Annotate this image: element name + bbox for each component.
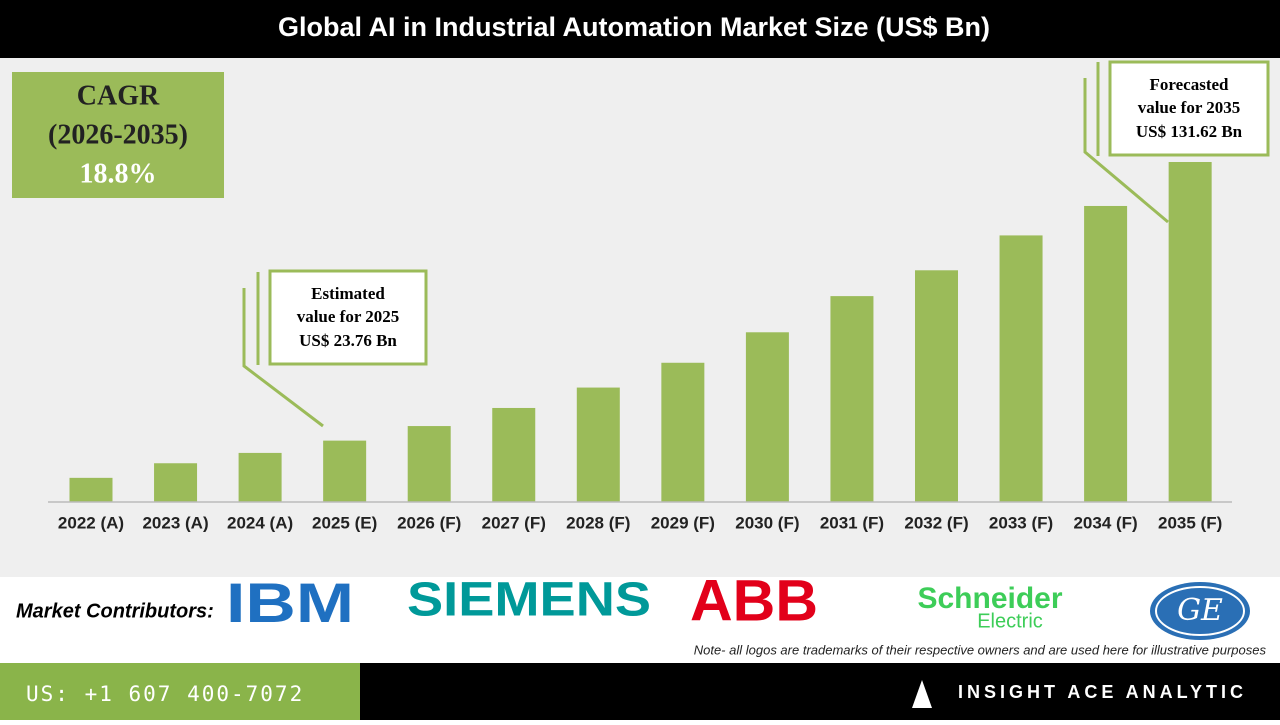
x-tick-label: 2027 (F) xyxy=(482,513,546,532)
bar xyxy=(661,362,705,502)
x-tick-label: 2032 (F) xyxy=(904,513,968,532)
callout-box xyxy=(268,269,428,366)
x-tick-label: 2033 (F) xyxy=(989,513,1053,532)
brand-icon xyxy=(912,680,932,708)
x-tick-label: 2034 (F) xyxy=(1073,513,1137,532)
contributors-label: Market Contributors: xyxy=(16,600,214,622)
logo-siemens: SIEMENS xyxy=(407,574,651,627)
callout-text: Estimated xyxy=(311,284,385,303)
cagr-box xyxy=(12,72,224,198)
x-tick-label: 2022 (A) xyxy=(58,513,124,532)
callout-text: US$ 23.76 Bn xyxy=(299,331,397,350)
x-tick-label: 2030 (F) xyxy=(735,513,799,532)
logo-ge: GE xyxy=(1177,593,1223,628)
note: Note- all logos are trademarks of their … xyxy=(694,642,1267,657)
bar xyxy=(238,452,282,502)
callout-text: US$ 131.62 Bn xyxy=(1136,122,1243,141)
x-tick-label: 2035 (F) xyxy=(1158,513,1222,532)
logo-schneider: Schneider xyxy=(917,582,1062,615)
bar xyxy=(1168,162,1212,502)
bar xyxy=(576,387,620,502)
brand: INSIGHT ACE ANALYTIC xyxy=(958,682,1247,702)
phone-box xyxy=(0,663,360,720)
bar xyxy=(999,235,1043,502)
logo-ibm: IBM xyxy=(226,571,354,634)
bar xyxy=(830,296,874,502)
bar xyxy=(745,332,789,502)
bar xyxy=(915,270,958,502)
x-tick-label: 2028 (F) xyxy=(566,513,630,532)
callout-connector xyxy=(242,62,1169,428)
x-tick-label: 2031 (F) xyxy=(820,513,884,532)
contributors-strip xyxy=(0,577,1280,663)
bar xyxy=(69,477,113,502)
logo-abb: ABB xyxy=(690,568,818,633)
x-tick-label: 2025 (E) xyxy=(312,513,377,532)
cagr-period: (2026-2035) xyxy=(48,119,188,150)
bar xyxy=(407,426,451,502)
x-tick-label: 2026 (F) xyxy=(397,513,461,532)
bar xyxy=(492,407,536,502)
x-tick-label: 2024 (A) xyxy=(227,513,293,532)
bar xyxy=(323,440,367,502)
phone: US: +1 607 400-7072 xyxy=(26,682,304,706)
x-tick-label: 2023 (A) xyxy=(142,513,208,532)
logo-ge-circle xyxy=(1150,582,1250,640)
cagr-value: 18.8% xyxy=(80,158,157,189)
title: Global AI in Industrial Automation Marke… xyxy=(278,12,990,42)
title-bar xyxy=(0,0,1280,58)
callout-text: value for 2025 xyxy=(297,307,400,326)
callout-text: Forecasted xyxy=(1150,75,1230,94)
callout-text: value for 2035 xyxy=(1138,98,1241,117)
logo-ge-ring xyxy=(1155,586,1245,636)
x-tick-label: 2029 (F) xyxy=(651,513,715,532)
bar xyxy=(1084,205,1128,503)
bar xyxy=(154,463,198,502)
callout-box xyxy=(1108,60,1270,157)
logo-schneider: Electric xyxy=(977,610,1043,632)
cagr-label: CAGR xyxy=(77,80,160,111)
bars xyxy=(69,162,1212,503)
